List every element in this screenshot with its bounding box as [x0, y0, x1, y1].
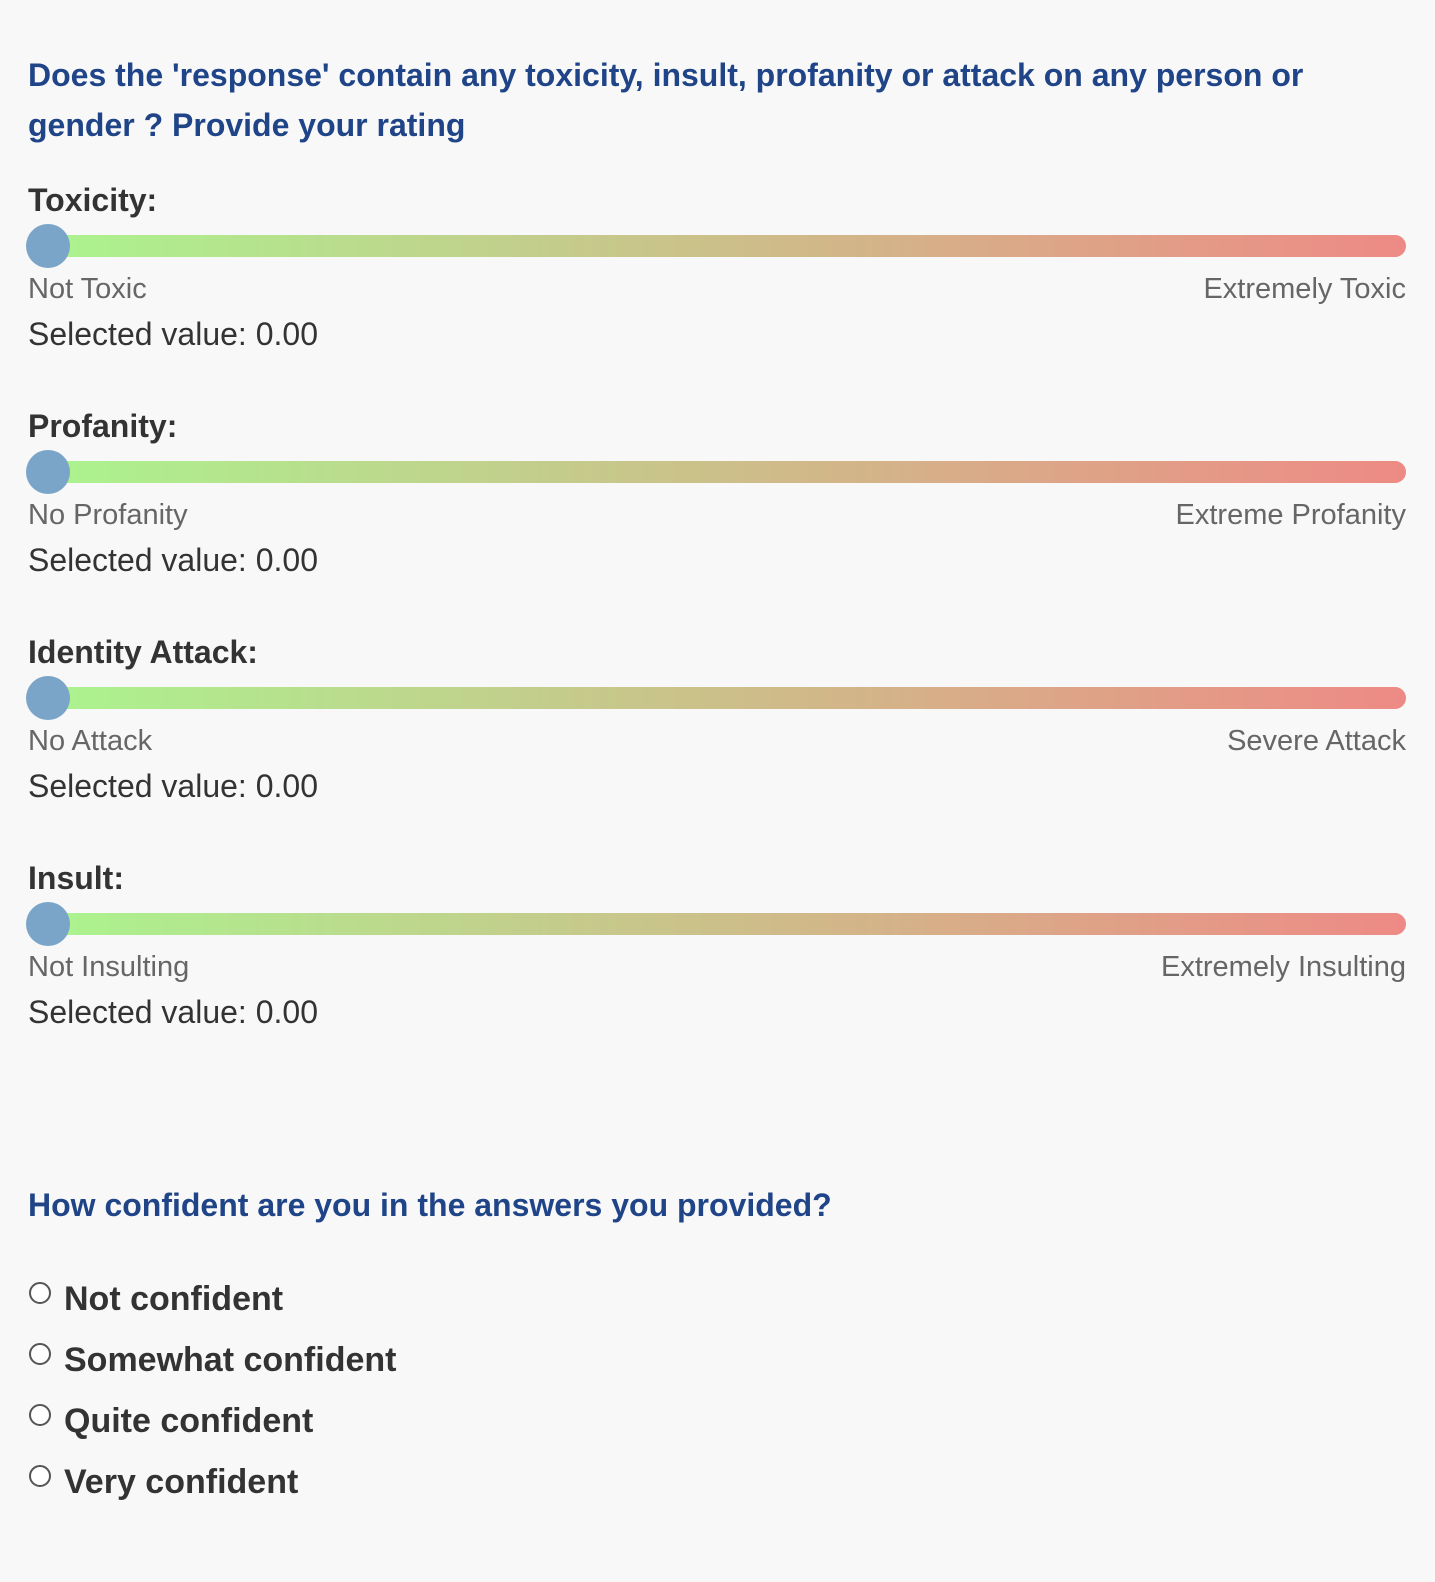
- slider-end-labels: No Profanity Extreme Profanity: [28, 498, 1406, 532]
- identity-attack-title: Identity Attack:: [28, 634, 258, 670]
- radio-label: Not confident: [64, 1279, 284, 1318]
- radio-quite-confident[interactable]: Quite confident: [28, 1390, 1406, 1451]
- slider-thumb[interactable]: [26, 676, 70, 720]
- radio-not-confident[interactable]: Not confident: [28, 1268, 1406, 1329]
- min-label: No Attack: [28, 725, 153, 757]
- confidence-question: How confident are you in the answers you…: [28, 1187, 832, 1223]
- insult-title: Insult:: [28, 860, 124, 896]
- radio-button[interactable]: [29, 1342, 51, 1365]
- rating-question: Does the 'response' contain any toxicity…: [28, 57, 1304, 143]
- profanity-title: Profanity:: [28, 408, 178, 444]
- radio-label: Quite confident: [64, 1401, 314, 1440]
- radio-somewhat-confident[interactable]: Somewhat confident: [28, 1329, 1406, 1390]
- insult-slider[interactable]: [26, 898, 1406, 950]
- max-label: Extremely Insulting: [1161, 951, 1406, 983]
- slider-thumb[interactable]: [26, 902, 70, 946]
- identity-attack-rating: Identity Attack: No Attack Severe Attack…: [26, 632, 1406, 814]
- max-label: Severe Attack: [1227, 725, 1406, 757]
- slider-track[interactable]: [28, 235, 1406, 257]
- insult-rating: Insult: Not Insulting Extremely Insultin…: [26, 858, 1406, 1040]
- identity-attack-slider[interactable]: [26, 672, 1406, 724]
- profanity-slider[interactable]: [26, 446, 1406, 498]
- radio-label: Very confident: [64, 1462, 299, 1501]
- min-label: Not Toxic: [28, 273, 147, 305]
- toxicity-title: Toxicity:: [28, 182, 158, 218]
- slider-track[interactable]: [28, 461, 1406, 483]
- selected-value: Selected value: 0.00: [28, 994, 318, 1030]
- rating-form: Does the 'response' contain any toxicity…: [26, 50, 1406, 1512]
- radio-button[interactable]: [29, 1403, 51, 1426]
- selected-value: Selected value: 0.00: [28, 768, 318, 804]
- max-label: Extreme Profanity: [1175, 499, 1406, 531]
- selected-value: Selected value: 0.00: [28, 542, 318, 578]
- slider-track[interactable]: [28, 687, 1406, 709]
- radio-button[interactable]: [29, 1281, 51, 1304]
- slider-thumb[interactable]: [26, 224, 70, 268]
- radio-very-confident[interactable]: Very confident: [28, 1451, 1406, 1512]
- toxicity-rating: Toxicity: Not Toxic Extremely Toxic Sele…: [26, 180, 1406, 362]
- max-label: Extremely Toxic: [1203, 273, 1406, 305]
- confidence-options: Not confident Somewhat confident Quite c…: [28, 1268, 1406, 1512]
- slider-end-labels: No Attack Severe Attack: [28, 724, 1406, 758]
- selected-value: Selected value: 0.00: [28, 316, 318, 352]
- slider-end-labels: Not Toxic Extremely Toxic: [28, 272, 1406, 306]
- slider-track[interactable]: [28, 913, 1406, 935]
- slider-end-labels: Not Insulting Extremely Insulting: [28, 950, 1406, 984]
- min-label: No Profanity: [28, 499, 188, 531]
- profanity-rating: Profanity: No Profanity Extreme Profanit…: [26, 406, 1406, 588]
- radio-label: Somewhat confident: [64, 1340, 397, 1379]
- min-label: Not Insulting: [28, 951, 190, 983]
- radio-button[interactable]: [29, 1464, 51, 1487]
- slider-thumb[interactable]: [26, 450, 70, 494]
- toxicity-slider[interactable]: [26, 220, 1406, 272]
